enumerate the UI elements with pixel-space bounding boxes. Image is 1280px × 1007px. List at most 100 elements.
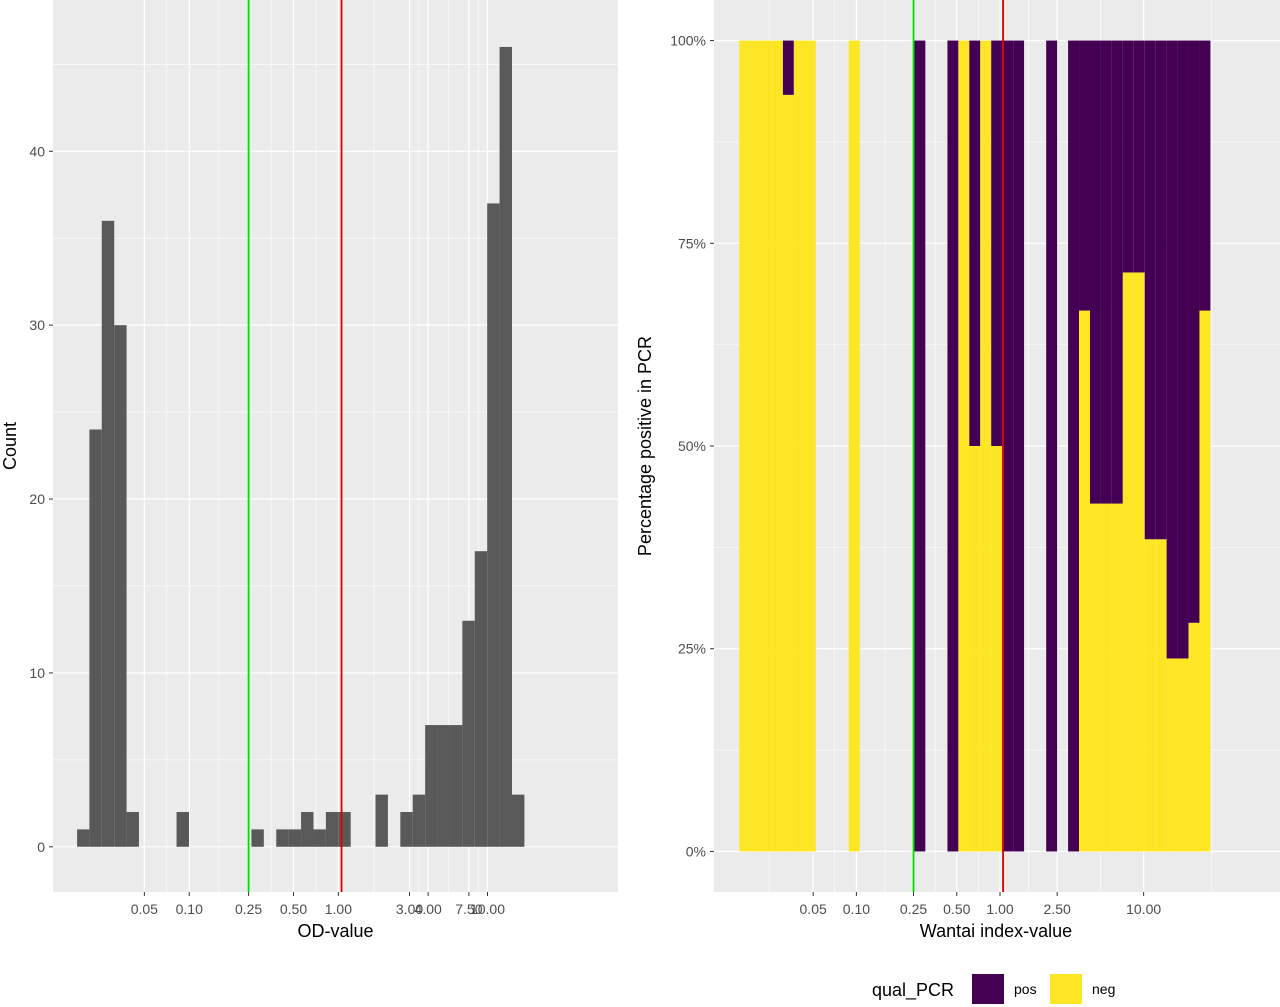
legend-key-pos — [972, 974, 1004, 1004]
y-tick-label: 10 — [29, 665, 45, 681]
neg-segment — [1100, 503, 1112, 852]
wantai-proportion-x-axis-title: Wantai index-value — [920, 921, 1072, 941]
x-tick-label: 0.25 — [900, 901, 927, 917]
neg-segment — [1111, 503, 1123, 852]
neg-segment — [1144, 539, 1156, 852]
neg-segment — [1122, 272, 1134, 852]
neg-segment — [1188, 622, 1200, 852]
histogram-bar — [77, 829, 90, 847]
legend: qual_PCR pos neg — [872, 974, 1115, 1004]
pos-segment — [1089, 40, 1101, 504]
neg-segment — [1166, 658, 1178, 852]
neg-segment — [771, 40, 783, 852]
pos-segment — [1046, 40, 1058, 852]
od-histogram-bars — [77, 46, 525, 847]
x-tick-label: 4.00 — [415, 901, 442, 917]
x-tick-label: 0.05 — [131, 901, 158, 917]
x-tick-label: 3.00 — [396, 901, 423, 917]
histogram-bar — [251, 829, 264, 847]
neg-segment — [793, 40, 805, 852]
pos-segment — [1133, 40, 1145, 273]
x-tick-label: 10.00 — [1126, 901, 1161, 917]
y-tick-label: 75% — [678, 235, 706, 251]
x-tick-label: 0.10 — [843, 901, 870, 917]
pos-segment — [1111, 40, 1123, 504]
neg-segment — [991, 446, 1003, 852]
wantai-proportion-reference-lines — [912, 0, 1004, 892]
pos-segment — [1122, 40, 1134, 273]
neg-segment — [761, 40, 772, 852]
y-tick-label: 0 — [37, 839, 45, 855]
histogram-bar — [89, 429, 102, 847]
histogram-bar — [499, 46, 512, 847]
legend-label-neg: neg — [1092, 981, 1115, 997]
wantai-proportion-y-axis-title: Percentage positive in PCR — [635, 336, 655, 556]
od-histogram-x-axis-title: OD-value — [297, 921, 373, 941]
neg-segment — [969, 446, 981, 852]
x-tick-label: 0.50 — [943, 901, 970, 917]
wantai-proportion-x-ticks: 0.05 0.10 0.25 0.50 1.00 2.50 10.00 — [800, 892, 1161, 917]
x-tick-label: 0.05 — [800, 901, 827, 917]
pos-segment — [1068, 40, 1080, 852]
neg-segment — [1089, 503, 1101, 852]
y-tick-label: 25% — [678, 641, 706, 657]
pos-segment — [969, 40, 981, 446]
od-histogram-chart: 0 10 20 30 40 0.05 0.10 0.25 0.50 1.00 3.004.00 7.… — [0, 0, 618, 941]
neg-segment — [1133, 272, 1145, 852]
histogram-bar — [412, 794, 426, 847]
neg-segment — [958, 40, 970, 852]
y-tick-label: 30 — [29, 317, 45, 333]
pos-segment — [1166, 40, 1178, 659]
x-tick-label: 1.00 — [986, 901, 1013, 917]
neg-segment — [1199, 310, 1211, 852]
od-histogram-y-ticks: 0 10 20 30 40 — [29, 143, 53, 855]
pos-segment — [1199, 40, 1211, 311]
pos-segment — [1155, 40, 1167, 540]
y-tick-label: 0% — [686, 843, 706, 859]
pos-segment — [1188, 40, 1200, 623]
od-histogram-panel — [53, 0, 618, 892]
histogram-bar — [425, 725, 438, 847]
x-tick-label: 1.00 — [325, 901, 352, 917]
pos-segment — [782, 40, 794, 95]
pos-segment — [1079, 40, 1090, 311]
pos-segment — [914, 40, 926, 852]
neg-segment — [1155, 539, 1167, 852]
y-tick-label: 50% — [678, 438, 706, 454]
legend-title: qual_PCR — [872, 980, 954, 1001]
x-tick-label: 0.50 — [280, 901, 307, 917]
histogram-bar — [462, 620, 475, 847]
histogram-bar — [114, 325, 127, 847]
pos-segment — [1002, 40, 1014, 852]
pos-segment — [947, 40, 959, 852]
legend-label-pos: pos — [1014, 981, 1037, 997]
pos-segment — [991, 40, 1003, 446]
neg-segment — [980, 40, 992, 852]
histogram-bar — [338, 812, 351, 847]
pos-segment — [1144, 40, 1156, 540]
y-tick-label: 20 — [29, 491, 45, 507]
histogram-bar — [288, 829, 302, 847]
histogram-bar — [437, 725, 450, 847]
legend-key-neg — [1050, 974, 1082, 1004]
neg-segment — [848, 40, 860, 852]
od-histogram-y-axis-title: Count — [0, 422, 20, 470]
histogram-bar — [301, 812, 314, 847]
histogram-bar — [313, 829, 326, 847]
pos-segment — [1100, 40, 1112, 504]
y-tick-label: 40 — [29, 143, 45, 159]
neg-segment — [739, 40, 751, 852]
histogram-bar — [126, 812, 139, 847]
neg-segment — [750, 40, 762, 852]
neg-segment — [1177, 658, 1189, 852]
histogram-bar — [449, 725, 463, 847]
wantai-proportion-bars — [739, 40, 1211, 852]
histogram-bar — [487, 203, 500, 847]
y-tick-label: 100% — [670, 33, 706, 49]
neg-segment — [1079, 310, 1090, 852]
pos-segment — [1177, 40, 1189, 659]
x-tick-label: 0.10 — [176, 901, 203, 917]
od-histogram-reference-lines — [247, 0, 343, 892]
